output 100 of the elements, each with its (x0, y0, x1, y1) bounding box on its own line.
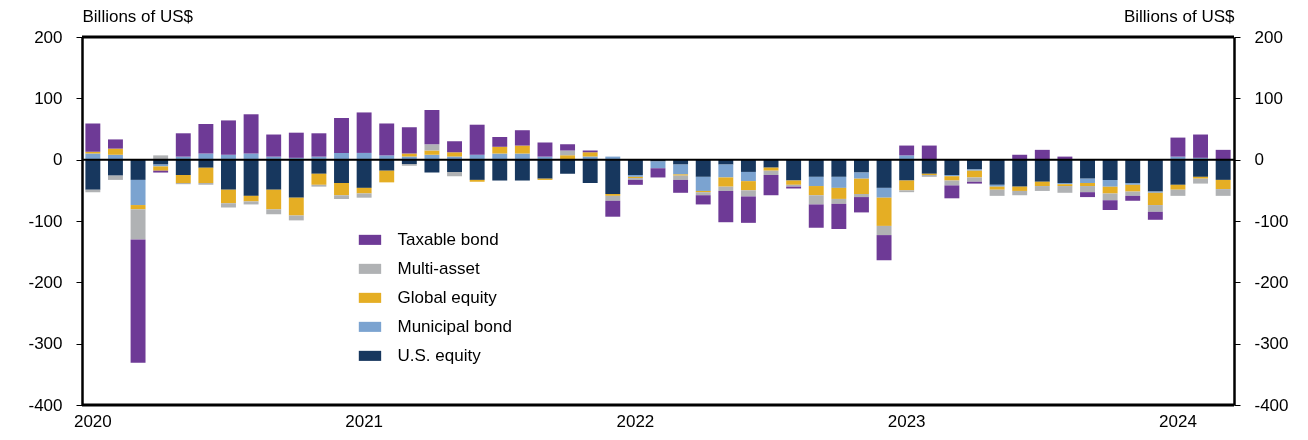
bar (1012, 186, 1028, 191)
bar (876, 225, 892, 236)
bar (1125, 159, 1141, 183)
bar (853, 178, 869, 195)
bar (718, 190, 734, 223)
bar (740, 171, 756, 182)
bar (1215, 189, 1231, 196)
bar (989, 189, 1005, 196)
y-tick-label: -400 (28, 395, 63, 415)
bar (1147, 205, 1163, 212)
y2-tick-label: -400 (1254, 395, 1289, 415)
bar (605, 200, 621, 217)
bar (1147, 159, 1163, 192)
bar (695, 159, 711, 177)
bar (1170, 137, 1186, 157)
bar (221, 203, 236, 208)
bar (266, 189, 282, 210)
y2-tick-label: 0 (1254, 150, 1264, 170)
bar (379, 159, 395, 171)
bar (786, 180, 802, 185)
y2-tick-label: 200 (1254, 27, 1283, 47)
bar (808, 159, 824, 177)
bar (1080, 186, 1095, 193)
y2-tick-label: -200 (1254, 272, 1289, 292)
bar (334, 159, 349, 183)
bar (514, 159, 530, 181)
bar (673, 179, 689, 193)
y2-tick-label: 100 (1254, 88, 1283, 108)
bar (831, 159, 847, 177)
bar (153, 166, 169, 171)
bar (356, 193, 372, 198)
y2-tick-label: -100 (1254, 211, 1289, 231)
bar (1080, 192, 1095, 198)
x-tick-label: 2020 (73, 411, 112, 431)
y-tick-label: -300 (28, 334, 63, 354)
bar (740, 159, 756, 172)
bar (492, 146, 508, 154)
bar (356, 112, 372, 153)
bar (1193, 159, 1208, 177)
bar (175, 175, 191, 183)
bar (876, 197, 892, 226)
bar (876, 159, 892, 188)
bar (899, 159, 915, 181)
y-tick-label: 0 (53, 150, 63, 170)
bar (537, 142, 553, 157)
bar (108, 148, 123, 155)
bar (695, 176, 711, 191)
bar (1034, 159, 1050, 182)
bar (221, 159, 236, 190)
bar (424, 109, 440, 145)
bar (288, 159, 304, 198)
bar (447, 152, 463, 157)
bar (1170, 184, 1186, 190)
bar (175, 159, 191, 175)
legend-label: Multi-asset (397, 258, 480, 278)
bar (1215, 179, 1231, 190)
bar (560, 150, 576, 156)
bar (266, 159, 282, 190)
bar (582, 152, 598, 157)
bar (944, 176, 960, 181)
bar (334, 117, 349, 153)
bar (899, 180, 915, 191)
bar (1147, 211, 1163, 220)
bar (718, 177, 734, 187)
bar (311, 159, 327, 174)
bar (1080, 182, 1095, 187)
bar (266, 209, 282, 215)
bar (1012, 190, 1028, 196)
bar (831, 198, 847, 204)
bar (1102, 179, 1118, 187)
bar (1170, 159, 1186, 185)
bar (447, 171, 463, 177)
bar (673, 175, 689, 180)
bar (243, 114, 259, 154)
bar (1080, 178, 1095, 183)
bar (740, 181, 756, 191)
x-tick-label: 2021 (345, 411, 384, 431)
bar (831, 176, 847, 188)
bar (1125, 184, 1141, 192)
bar (853, 194, 869, 198)
bar (944, 185, 960, 199)
bar (740, 196, 756, 223)
bar (379, 123, 395, 156)
bar (469, 159, 485, 180)
bar (718, 186, 734, 191)
bar (356, 159, 372, 188)
y-tick-label: -200 (28, 272, 63, 292)
bar (763, 167, 779, 171)
bar (808, 186, 824, 196)
bar (1193, 178, 1208, 184)
bar (740, 190, 756, 197)
bar (130, 239, 146, 363)
y-tick-label: 100 (34, 88, 63, 108)
bar (695, 195, 711, 205)
legend-label: Global equity (397, 287, 498, 307)
bar (221, 120, 236, 155)
bar (1057, 159, 1073, 183)
bar (853, 197, 869, 213)
bar (243, 159, 259, 196)
bar (379, 170, 395, 183)
